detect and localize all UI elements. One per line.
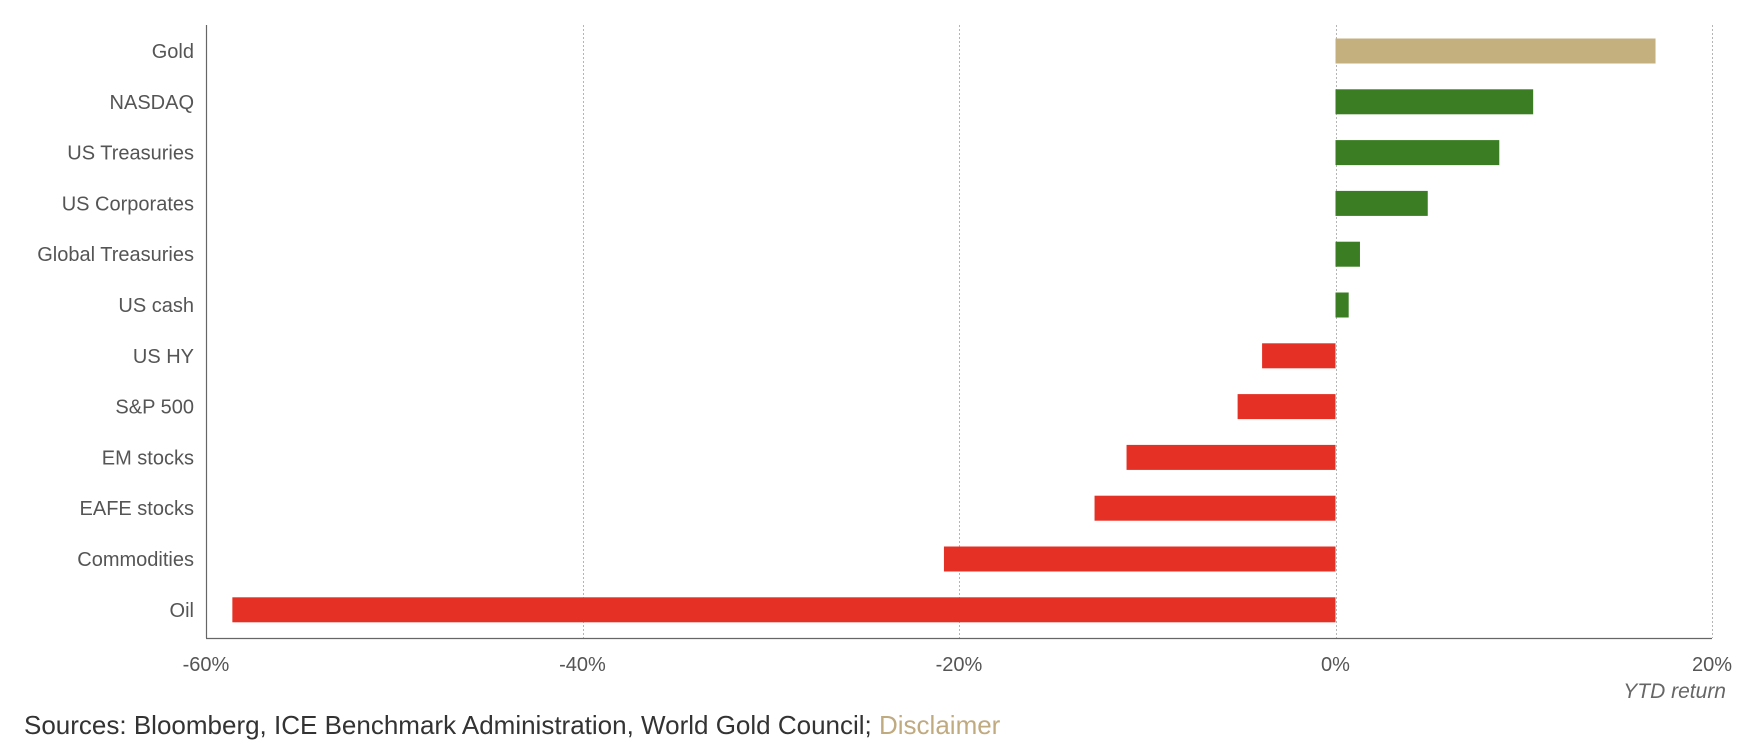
bar-gold xyxy=(1335,38,1656,64)
x-tick-label-20: 20% xyxy=(1692,654,1732,676)
bar-sandp-500 xyxy=(1237,394,1336,420)
category-label-global-treasuries: Global Treasuries xyxy=(37,244,194,266)
x-axis-title: YTD return xyxy=(1623,680,1726,700)
bar-em-stocks xyxy=(1126,444,1336,470)
bar-global-treasuries xyxy=(1335,241,1360,267)
category-label-us-treasuries: US Treasuries xyxy=(67,143,194,165)
x-tick-label-60: -60% xyxy=(183,654,230,676)
category-label-us-cash: US cash xyxy=(118,295,194,317)
category-label-commodities: Commodities xyxy=(77,549,194,571)
x-tick-label-0: 0% xyxy=(1321,654,1350,676)
category-label-sandp-500: S&P 500 xyxy=(115,397,194,419)
bar-us-hy xyxy=(1262,343,1336,369)
bar-nasdaq xyxy=(1335,89,1534,115)
x-tick-label-40: -40% xyxy=(559,654,606,676)
sources-footer: Sources: Bloomberg, ICE Benchmark Admini… xyxy=(24,710,1000,741)
bar-us-cash xyxy=(1335,292,1349,318)
bar-commodities xyxy=(943,546,1336,572)
category-label-oil: Oil xyxy=(170,600,194,622)
bar-chart: Gold NASDAQ US Treasuries US Corporates Glob… xyxy=(37,25,1732,700)
category-label-us-hy: US HY xyxy=(133,346,194,368)
category-label-gold: Gold xyxy=(152,41,194,63)
sources-text: Sources: Bloomberg, ICE Benchmark Admini… xyxy=(24,710,879,740)
bar-oil xyxy=(232,597,1336,623)
disclaimer-link[interactable]: Disclaimer xyxy=(879,710,1001,740)
category-label-eafe-stocks: EAFE stocks xyxy=(80,498,194,520)
bar-us-treasuries xyxy=(1335,140,1500,166)
category-label-nasdaq: NASDAQ xyxy=(110,92,194,114)
x-tick-label-20: -20% xyxy=(936,654,983,676)
category-label-us-corporates: US Corporates xyxy=(62,193,194,215)
category-label-em-stocks: EM stocks xyxy=(102,447,194,469)
bar-us-corporates xyxy=(1335,190,1428,216)
bar-eafe-stocks xyxy=(1094,495,1336,521)
